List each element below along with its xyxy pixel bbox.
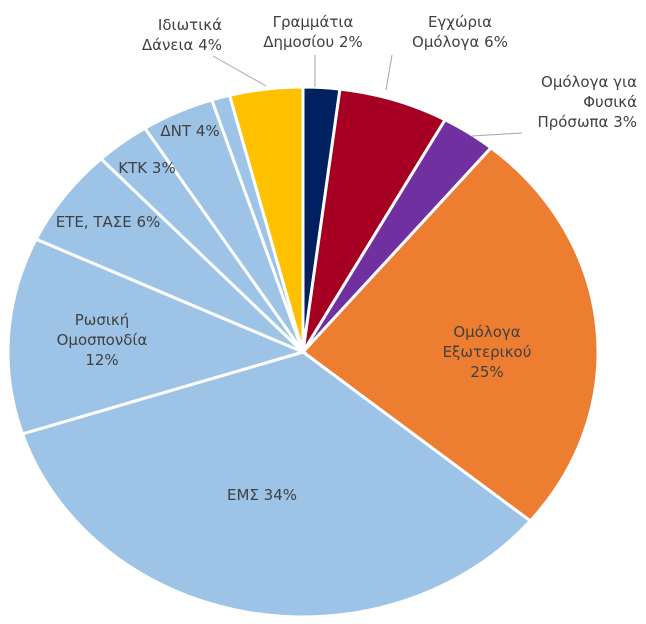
- category-label: Γραμμάτια Δημοσίου: [263, 13, 354, 51]
- category-label: Ρωσική Ομοσπονδία: [56, 311, 148, 349]
- leader-line: [471, 132, 523, 137]
- value-label: 2%: [338, 33, 363, 51]
- data-label: Εγχώρια Ομόλογα 6%: [400, 12, 520, 52]
- value-label: 6%: [484, 33, 508, 51]
- category-label: ΔΝΤ: [160, 122, 192, 140]
- category-label: Εγχώρια Ομόλογα: [412, 13, 493, 51]
- data-label: Ρωσική Ομοσπονδία 12%: [42, 310, 162, 370]
- pie-slice: [20, 350, 533, 619]
- leader-line: [385, 54, 393, 91]
- value-label: 4%: [195, 122, 220, 140]
- value-label: 6%: [136, 213, 161, 231]
- value-label: 3%: [151, 159, 176, 177]
- category-label: ΚΤΚ: [118, 159, 148, 177]
- data-label: ΕΜΣ 34%: [182, 485, 342, 505]
- value-label: 3%: [613, 113, 637, 131]
- leader-line: [212, 55, 267, 87]
- data-label: ΚΤΚ 3%: [107, 158, 187, 178]
- value-label: 34%: [263, 486, 298, 504]
- pie-slice: [227, 85, 305, 353]
- category-label: Ιδιωτικά Δάνεια: [141, 16, 222, 54]
- data-label: ΕΤΕ, ΤΑΣΕ 6%: [28, 212, 188, 232]
- category-label: Ομόλογα για Φυσικά Πρόσωπα: [537, 73, 637, 131]
- category-label: ΕΜΣ: [226, 486, 259, 504]
- value-label: 12%: [85, 351, 119, 369]
- value-label: 25%: [470, 363, 504, 381]
- data-label: Γραμμάτια Δημοσίου 2%: [257, 12, 369, 52]
- data-label: Ομόλογα για Φυσικά Πρόσωπα 3%: [527, 72, 637, 132]
- data-label: Ιδιωτικά Δάνεια 4%: [110, 15, 222, 55]
- pie-slice: [6, 237, 308, 436]
- category-label: Ομόλογα Εξωτερικού: [442, 323, 532, 361]
- category-label: ΕΤΕ, ΤΑΣΕ: [55, 213, 132, 231]
- pie-slice: [300, 145, 600, 523]
- data-label: ΔΝΤ 4%: [150, 121, 230, 141]
- value-label: 4%: [198, 36, 222, 54]
- data-label: Ομόλογα Εξωτερικού 25%: [432, 322, 542, 382]
